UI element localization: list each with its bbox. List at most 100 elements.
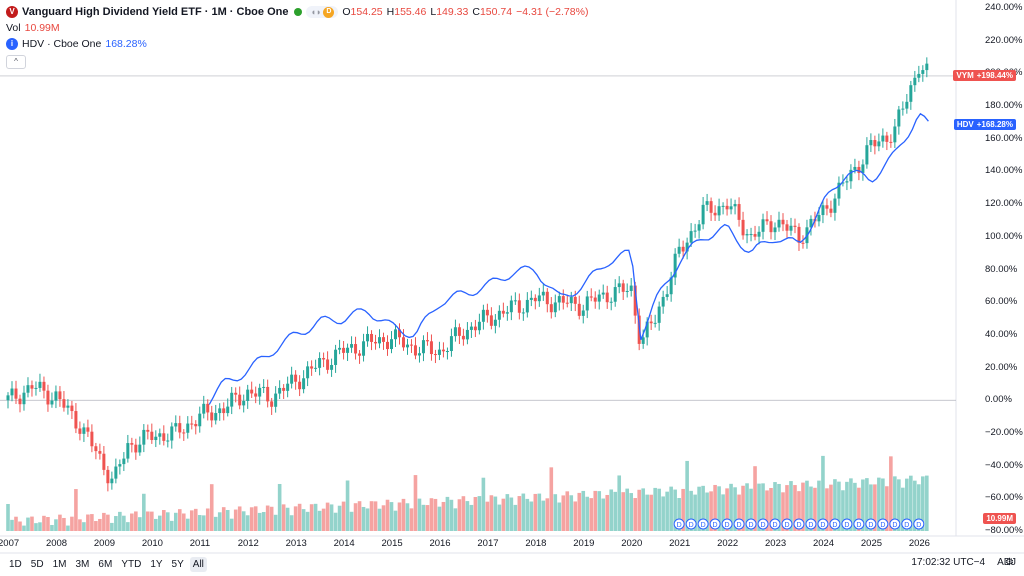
symbol-logo: V (6, 6, 18, 18)
candle-body (841, 182, 845, 184)
candle-body (561, 296, 565, 303)
candle-body (521, 312, 525, 314)
volume-bar (253, 506, 258, 531)
volume-bar (313, 503, 318, 531)
range-button[interactable]: 5D (30, 559, 44, 570)
volume-bar (158, 515, 162, 531)
volume-bar (34, 523, 38, 531)
settings-gear-icon[interactable]: ⚙ (1005, 557, 1014, 568)
dividend-marker-icon[interactable] (721, 518, 733, 530)
candle-body (533, 297, 537, 302)
volume-bar (22, 525, 26, 531)
range-button[interactable]: 1M (52, 559, 67, 570)
candle-body (925, 63, 929, 71)
volume-bar (161, 510, 166, 531)
symbol-title[interactable]: Vanguard High Dividend Yield ETF · 1M · … (22, 6, 289, 18)
compare-name[interactable]: HDV · Cboe One (22, 38, 102, 50)
volume-bar (213, 516, 218, 531)
dividend-marker-icon[interactable] (793, 518, 805, 530)
dividend-marker-icon[interactable] (865, 518, 877, 530)
range-button[interactable]: 3M (75, 559, 90, 570)
dividend-marker-icon[interactable] (673, 518, 685, 530)
volume-bar (177, 509, 182, 531)
volume-bar (469, 504, 474, 531)
candle-body (421, 340, 425, 354)
volume-bar (777, 483, 781, 531)
dividend-marker-icon[interactable] (853, 518, 865, 530)
volume-bar (725, 488, 729, 531)
candle-body (413, 345, 417, 356)
candle-body (833, 198, 837, 213)
volume-bar (649, 494, 653, 531)
candle-body (713, 212, 717, 216)
clock-timezone[interactable]: 17:02:32 UTC−4 (911, 557, 986, 568)
dividend-marker-icon[interactable] (877, 518, 889, 530)
candle-body (342, 347, 346, 353)
legend-volume-row[interactable]: Vol 10.99M (6, 20, 588, 36)
volume-bar (309, 504, 314, 531)
legend-compare-row[interactable]: i HDV · Cboe One 168.28% (6, 36, 588, 52)
volume-bar (921, 476, 925, 531)
volume-bar (793, 485, 797, 531)
pill-toggle[interactable]: ◖◗ D (306, 6, 339, 18)
dividend-marker-icon[interactable] (769, 518, 781, 530)
volume-bar (745, 483, 749, 531)
dividend-marker-icon[interactable] (829, 518, 841, 530)
volume-bar (789, 481, 793, 531)
range-button[interactable]: YTD (121, 559, 142, 570)
dividend-marker-icon[interactable] (685, 518, 697, 530)
dividend-marker-icon[interactable] (805, 518, 817, 530)
volume-bar (281, 504, 286, 531)
candle-body (501, 310, 505, 314)
volume-bar (369, 501, 374, 531)
dividend-marker-label: D (916, 522, 921, 529)
dividend-marker-icon[interactable] (781, 518, 793, 530)
adj-toggle[interactable]: ADJ (997, 557, 1016, 568)
range-button[interactable]: 6M (98, 559, 113, 570)
dividend-marker-icon[interactable] (901, 518, 913, 530)
candle-body (142, 429, 146, 445)
price-axis-label: 40.00% (985, 328, 1018, 340)
volume-bar (677, 498, 681, 531)
volume-bar (437, 506, 442, 531)
volume-bar (453, 508, 458, 531)
hdv-tag-value: +168.28% (976, 120, 1013, 129)
dividend-marker-icon[interactable] (817, 518, 829, 530)
dividend-marker-icon[interactable] (889, 518, 901, 530)
volume-bar (305, 511, 310, 531)
volume-bar (609, 489, 614, 531)
volume-bar (709, 491, 713, 531)
dividend-marker-icon[interactable] (841, 518, 853, 530)
candle-body (657, 306, 661, 323)
volume-bar (737, 494, 741, 531)
dividend-marker-icon[interactable] (697, 518, 709, 530)
candle-body (449, 336, 453, 352)
volume-bar (645, 494, 649, 531)
candle-body (457, 327, 461, 336)
candle-body (146, 429, 150, 432)
range-button[interactable]: 1D (9, 559, 22, 570)
candle-body (346, 347, 350, 353)
price-axis-label: −80.00% (985, 525, 1023, 536)
range-button[interactable]: All (189, 557, 207, 572)
candle-body (705, 201, 709, 205)
volume-bar (477, 496, 482, 531)
volume-bar (421, 504, 426, 531)
collapse-legend-button[interactable]: ^ (6, 55, 26, 69)
dividend-marker-icon[interactable] (733, 518, 745, 530)
volume-bar (513, 504, 518, 531)
dividend-marker-icon[interactable] (745, 518, 757, 530)
volume-bar (717, 486, 721, 531)
volume-bar (773, 482, 777, 531)
price-axis-label: 0.00% (985, 394, 1012, 406)
hdv-series-line (208, 112, 929, 405)
dividend-marker-icon[interactable] (709, 518, 721, 530)
range-button[interactable]: 1Y (150, 559, 163, 570)
legend-main-row[interactable]: V Vanguard High Dividend Yield ETF · 1M … (6, 4, 588, 20)
candle-body (10, 388, 14, 396)
dividend-marker-icon[interactable] (757, 518, 769, 530)
range-button[interactable]: 5Y (171, 559, 184, 570)
dividend-marker-icon[interactable] (913, 518, 925, 530)
